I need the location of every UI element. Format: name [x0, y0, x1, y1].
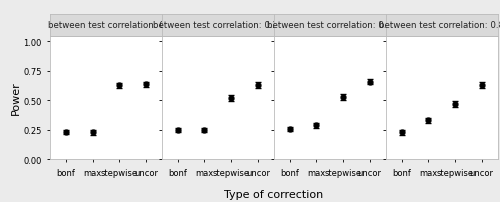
- Text: between test correlation: 0: between test correlation: 0: [48, 21, 164, 30]
- Text: between test correlation: 0.8: between test correlation: 0.8: [379, 21, 500, 30]
- Text: between test correlation: 0.5: between test correlation: 0.5: [267, 21, 392, 30]
- Y-axis label: Power: Power: [10, 81, 20, 115]
- Text: Type of correction: Type of correction: [224, 189, 324, 199]
- Text: between test correlation: 0.27: between test correlation: 0.27: [152, 21, 283, 30]
